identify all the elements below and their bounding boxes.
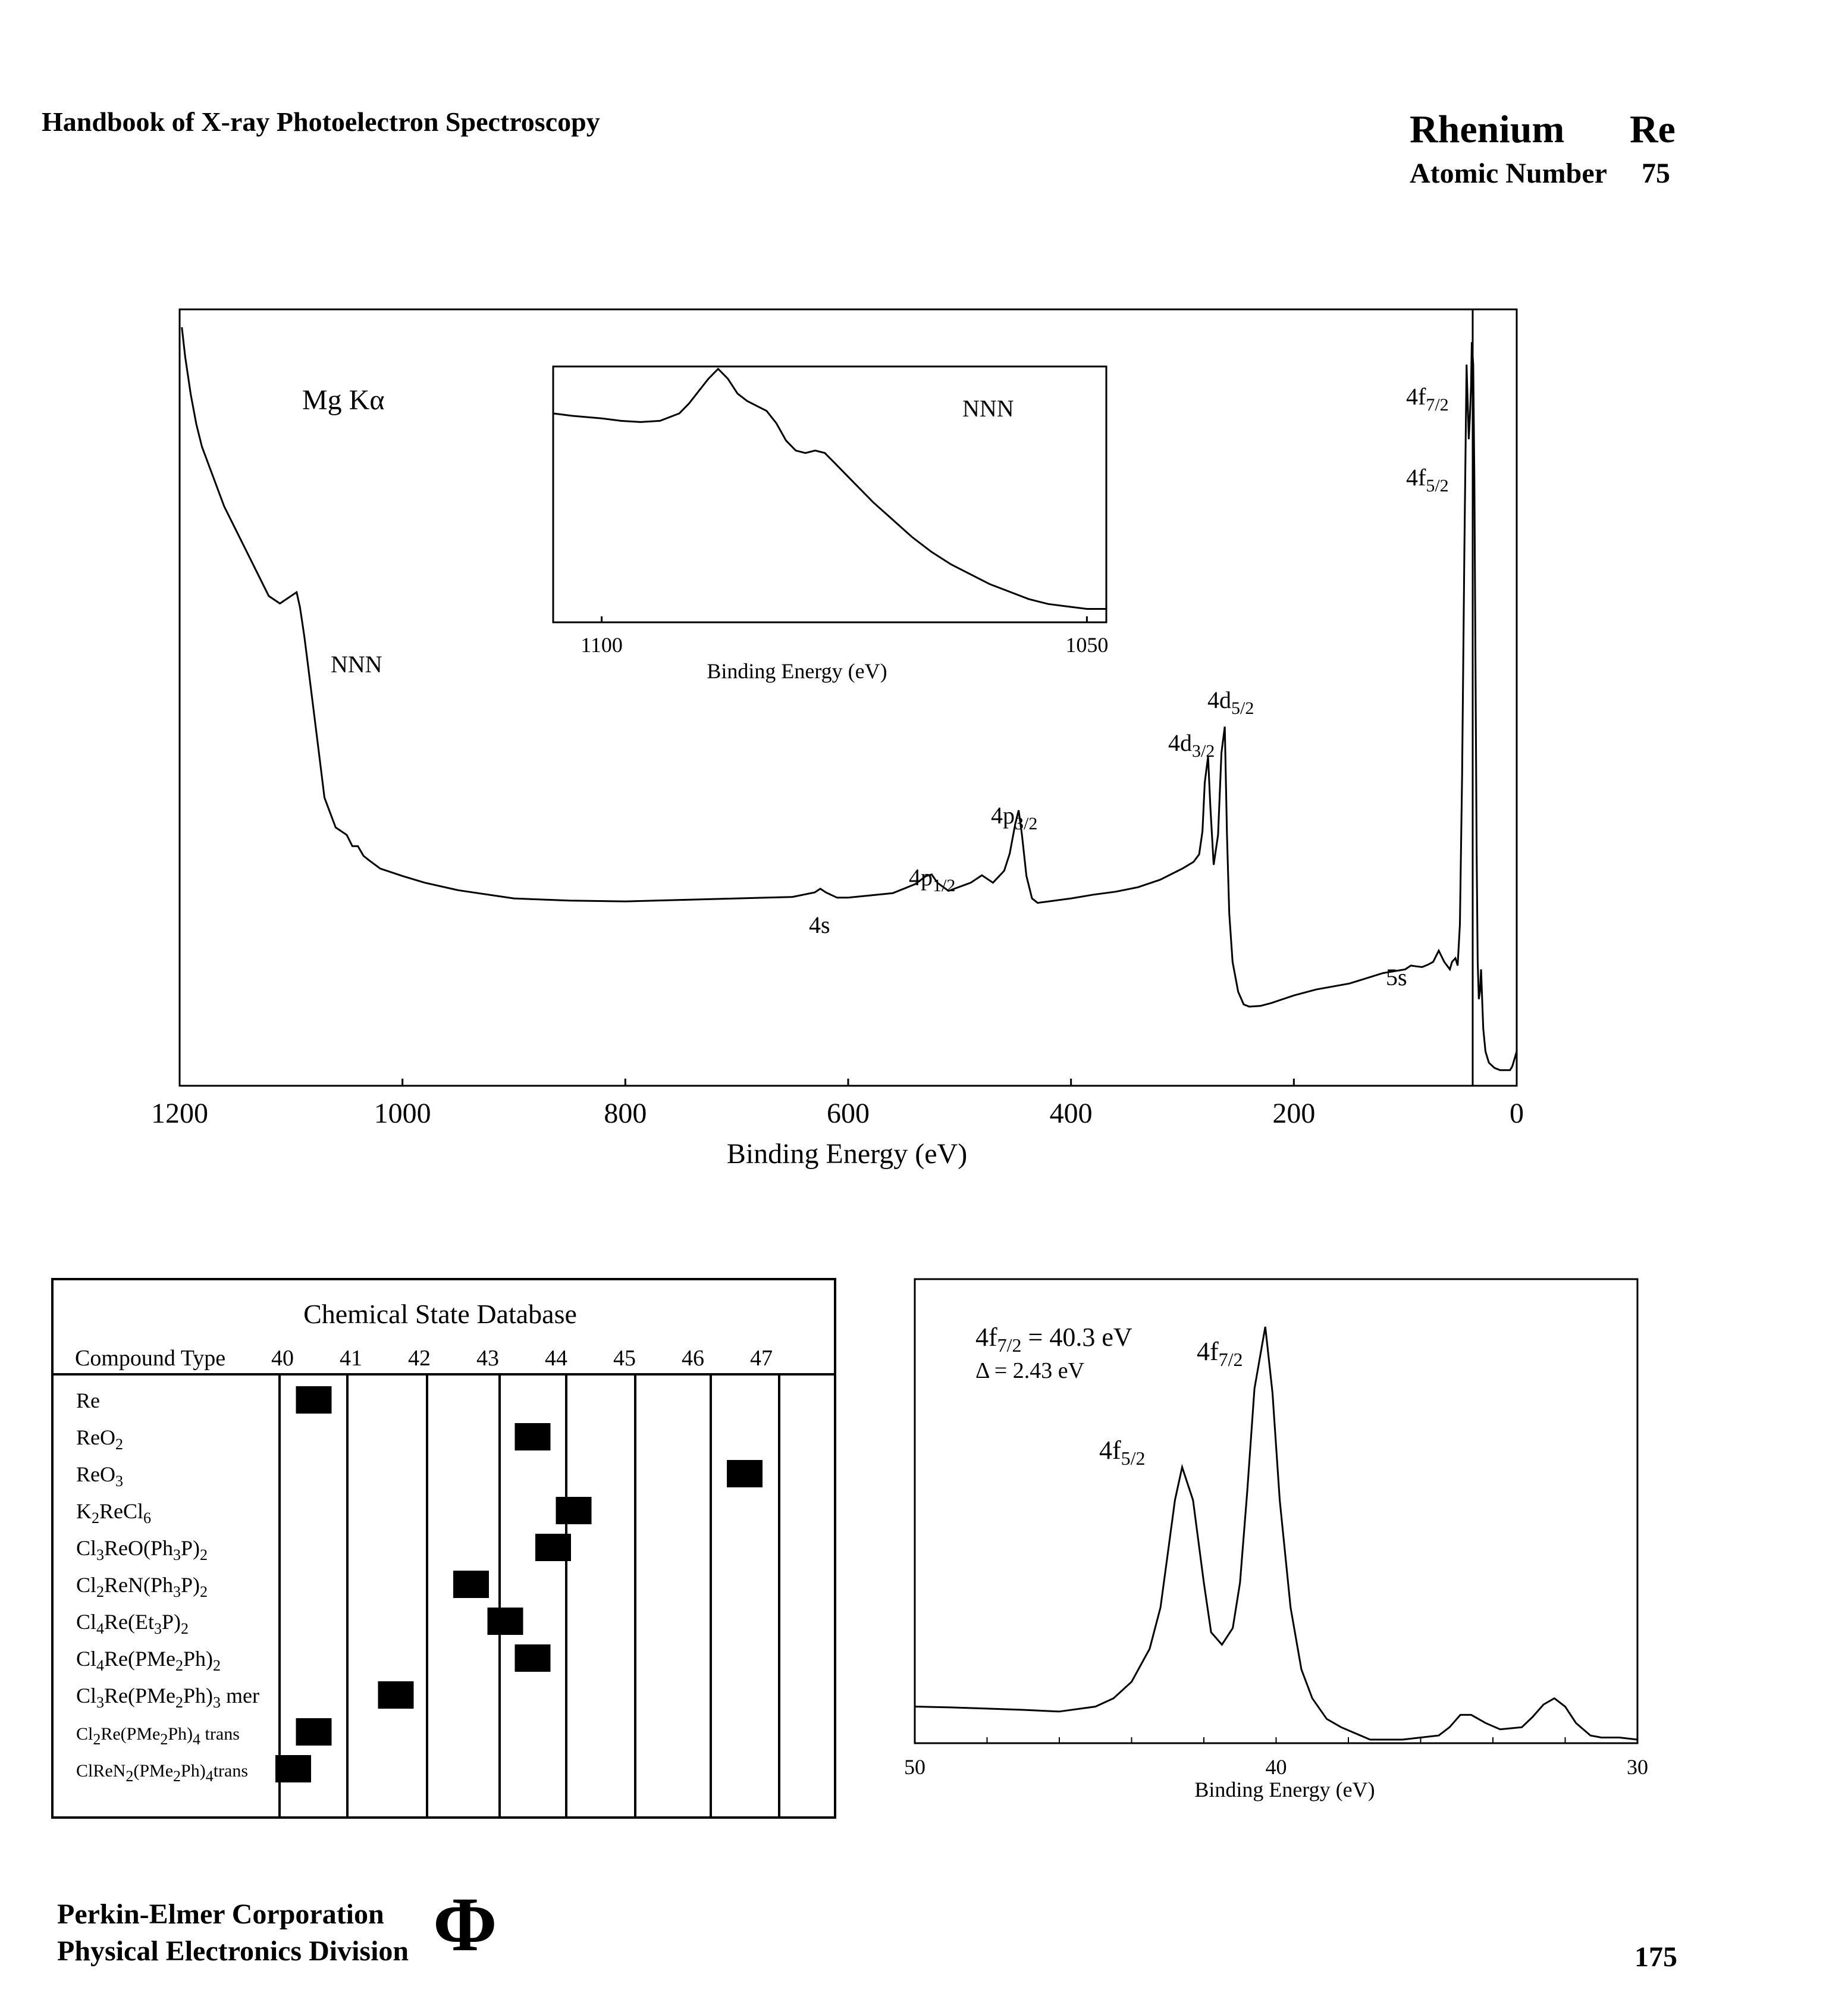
table-row-compound: Re xyxy=(76,1389,100,1412)
detail-annotation-main: 4f7/2 = 40.3 eV xyxy=(975,1323,1132,1356)
table-axis-tick: 44 xyxy=(545,1346,567,1371)
survey-tick-label: 0 xyxy=(1510,1098,1524,1129)
detail-tick-label: 30 xyxy=(1627,1755,1648,1779)
table-row-marker xyxy=(453,1571,489,1598)
table-row-marker xyxy=(296,1386,332,1414)
survey-x-ticks: 1200 1000 800 600 400 200 0 xyxy=(151,1079,1524,1129)
table-row-marker xyxy=(378,1681,414,1709)
survey-tick-label: 600 xyxy=(827,1098,870,1129)
table-axis-tick: 42 xyxy=(408,1346,431,1371)
survey-tick-label: 400 xyxy=(1050,1098,1093,1129)
element-symbol: Re xyxy=(1630,108,1676,151)
peak-label-4d5-2: 4d5/2 xyxy=(1207,687,1254,718)
peak-label-4s: 4s xyxy=(809,911,830,938)
table-axis-tick: 46 xyxy=(682,1346,704,1371)
detail-tick-label: 40 xyxy=(1266,1755,1287,1779)
peak-label-4p3-2: 4p3/2 xyxy=(991,802,1037,834)
table-row-marker xyxy=(296,1718,332,1746)
peak-label-4f5-2: 4f5/2 xyxy=(1406,464,1449,496)
book-title: Handbook of X-ray Photoelectron Spectros… xyxy=(42,106,600,137)
inset-x-ticks: 1100 1050 xyxy=(581,616,1108,657)
detail-chart: 50 40 30 Binding Energy (eV) 4f7/2 = 40.3 … xyxy=(904,1278,1648,1801)
table-row-marker xyxy=(556,1497,592,1524)
peak-label-4f7-2: 4f7/2 xyxy=(1406,383,1449,415)
inset-tick-label: 1100 xyxy=(581,633,623,657)
survey-x-axis-label: Binding Energy (eV) xyxy=(727,1138,967,1170)
peak-label-4d3-2: 4d3/2 xyxy=(1168,729,1215,761)
source-label: Mg Kα xyxy=(302,384,385,416)
survey-tick-label: 800 xyxy=(604,1098,647,1129)
detail-x-axis-label: Binding Energy (eV) xyxy=(1194,1778,1375,1801)
inset-tick-label: 1050 xyxy=(1065,633,1108,657)
atomic-number: 75 xyxy=(1642,158,1670,189)
survey-spectrum-line xyxy=(181,327,1518,1071)
page-number: 175 xyxy=(1634,1941,1677,1973)
chemical-state-table: Chemical State Database Compound Type 40… xyxy=(51,1278,836,1819)
survey-chart: 1200 1000 800 600 400 200 0 Mg Kα Binding Ener… xyxy=(151,308,1524,1170)
nnn-inset: 1100 1050 NNN Binding Energy (eV) xyxy=(552,365,1108,683)
table-row-compound: Cl4​Re(PMe2​Ph)2​ xyxy=(76,1647,221,1674)
table-row-compound: ClReN2​(PMe2​Ph)4​trans xyxy=(76,1761,248,1785)
table-title: Chemical State Database xyxy=(303,1299,577,1329)
table-axis-tick: 45 xyxy=(613,1346,636,1371)
peak-label-4p1-2: 4p1/2 xyxy=(909,864,955,895)
table-grid: 40 41 42 43 44 45 46 47 Re ReO2​ ReO3​ K2​ReCl6​ Cl3… xyxy=(76,1346,780,1818)
detail-label-4f7-2: 4f7/2 xyxy=(1197,1337,1243,1370)
table-axis-tick: 43 xyxy=(476,1346,499,1371)
detail-label-4f5-2: 4f5/2 xyxy=(1099,1436,1146,1469)
table-frame xyxy=(51,1278,836,1819)
survey-tick-label: 1200 xyxy=(151,1098,208,1129)
table-row-compound: ReO3​ xyxy=(76,1462,123,1490)
footer-division: Physical Electronics Division xyxy=(57,1935,409,1967)
footer-company: Perkin-Elmer Corporation xyxy=(57,1898,384,1930)
atomic-number-label: Atomic Number xyxy=(1410,158,1607,189)
detail-tick-label: 50 xyxy=(904,1755,925,1779)
detail-annotation-delta: Δ = 2.43 eV xyxy=(975,1358,1085,1383)
inset-spectrum-line xyxy=(553,367,1106,610)
table-row-compound: ReO2​ xyxy=(76,1425,123,1453)
element-name: Rhenium xyxy=(1410,108,1565,151)
table-row-compound: Cl2​ReN(Ph3​P)2​ xyxy=(76,1573,208,1600)
detail-x-ticks: 50 40 30 xyxy=(904,1737,1648,1779)
table-row-marker xyxy=(487,1608,523,1635)
table-axis-tick: 47 xyxy=(750,1346,773,1371)
table-row-compound: K2​ReCl6​ xyxy=(76,1499,151,1527)
phi-logo: Φ xyxy=(433,1882,497,1967)
table-row-compound: Cl4​Re(Et3​P)2​ xyxy=(76,1610,189,1637)
compound-type-header: Compound Type xyxy=(75,1346,225,1371)
table-row-marker xyxy=(514,1644,551,1672)
peak-label-5s: 5s xyxy=(1386,964,1407,991)
inset-title: NNN xyxy=(962,395,1014,422)
table-row-marker xyxy=(275,1755,311,1782)
table-row-marker xyxy=(535,1534,571,1561)
inset-frame xyxy=(552,365,1107,623)
inset-x-axis-label: Binding Energy (eV) xyxy=(707,659,887,683)
table-row-marker xyxy=(727,1460,763,1487)
table-axis-tick: 40 xyxy=(271,1346,294,1371)
table-row-marker xyxy=(514,1423,551,1450)
survey-tick-label: 1000 xyxy=(374,1098,431,1129)
peak-label-nnn: NNN xyxy=(331,651,382,678)
table-row-compound: Cl3​ReO(Ph3​P)2​ xyxy=(76,1536,208,1564)
survey-tick-label: 200 xyxy=(1272,1098,1315,1129)
table-axis-tick: 41 xyxy=(340,1346,362,1371)
detail-spectrum-line xyxy=(914,1326,1638,1741)
table-row-compound: Cl2​Re(PMe2​Ph)4​ trans xyxy=(76,1724,240,1748)
table-row-compound: Cl3​Re(PMe2​Ph)3​ mer xyxy=(76,1684,259,1711)
